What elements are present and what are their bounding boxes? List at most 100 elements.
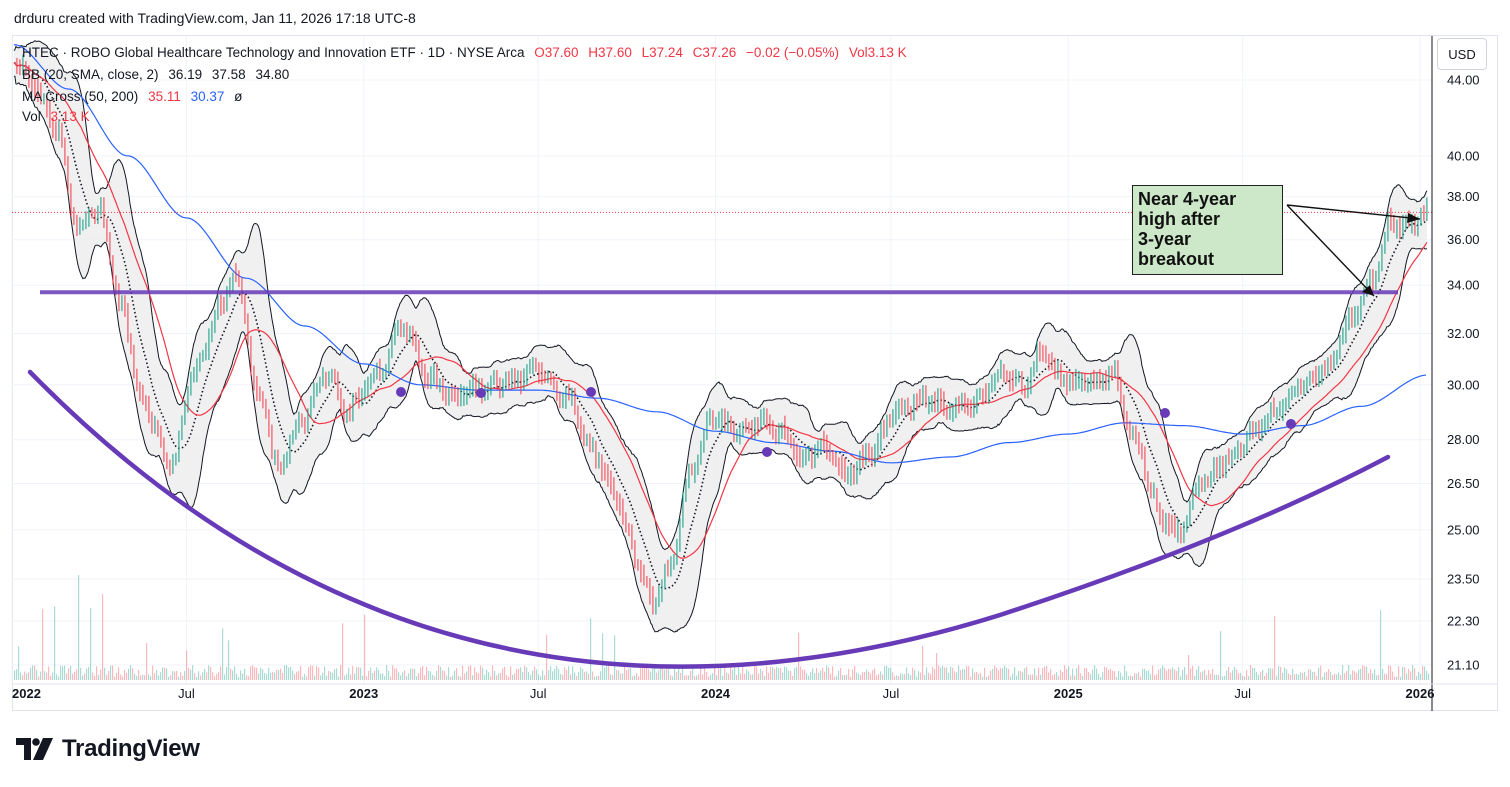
volume-bar [26,673,28,680]
volume-bar [1374,669,1376,680]
volume-bar [196,676,198,680]
bollinger-bands [13,40,1428,633]
volume-bar [966,666,968,680]
volume-bar [864,671,866,680]
volume-bar [950,666,952,680]
volume-bar [212,672,214,680]
volume-bar [1038,667,1040,680]
bollinger-lower-line [13,75,1428,633]
volume-bar [870,673,872,680]
volume-bar [818,673,820,680]
volume-bar [72,673,74,680]
volume-bar [1190,668,1192,680]
volume-bar [1066,669,1068,680]
volume-bar [480,665,482,680]
volume-bar [306,676,308,680]
volume-bar [122,676,124,680]
volume-bar [688,675,690,680]
volume-bar [1226,670,1228,680]
volume-bar [286,665,288,680]
volume-bar [1204,669,1206,680]
volume-bar [1320,665,1322,680]
volume-bar [284,665,286,680]
chart-credit: drduru created with TradingView.com, Jan… [14,10,416,26]
volume-bar [1258,674,1260,680]
volume-bar [490,676,492,680]
annotation-line: breakout [1138,249,1215,269]
volume-bar [66,673,68,680]
volume-bar [674,665,676,680]
volume-bar [1358,669,1360,680]
volume-bar [724,667,726,680]
volume-bar [582,668,584,680]
volume-bar [856,672,858,680]
annotation-arrowhead-high [1407,213,1420,223]
volume-bar [48,666,50,680]
volume-bar [1370,669,1372,680]
volume-bar [634,675,636,680]
volume-bar [1016,675,1018,680]
volume-bar [914,669,916,680]
volume-bar [1092,669,1094,680]
volume-bar [802,669,804,680]
volume-bar [748,671,750,680]
currency-button[interactable]: USD [1437,38,1487,70]
volume-bar [242,673,244,680]
volume-bar [682,669,684,680]
volume-bar [590,618,592,680]
ma-cross-value: ø [234,89,243,104]
bb-legend[interactable]: BB (20, SMA, close, 2) 36.19 37.58 34.80 [22,67,295,82]
volume-bar [720,666,722,680]
symbol-legend[interactable]: HTEC · ROBO Global Healthcare Technology… [22,45,913,60]
ma-cross-legend[interactable]: MA Cross (50, 200) 35.11 30.37 ø [22,89,248,104]
volume-bar [1152,665,1154,680]
volume-bar [404,670,406,680]
volume-bar [794,668,796,680]
volume-bar [268,667,270,680]
volume-bar [250,666,252,680]
volume-bar [638,676,640,680]
x-tick-label: Jul [883,686,900,701]
volume-bar [690,670,692,680]
volume-bar [62,666,64,680]
volume-bar [174,671,176,680]
volume-bar [42,609,44,680]
volume-bar [878,674,880,680]
volume-bar [756,666,758,680]
volume-bar [52,672,54,680]
volume-bar [580,667,582,680]
volume-bar [662,667,664,680]
volume-bar [986,676,988,680]
volume-bar [1166,670,1168,680]
tradingview-logo[interactable]: TradingView [16,735,200,763]
volume-bar [1118,671,1120,680]
volume-bar [372,673,374,680]
volume-legend[interactable]: Vol 3.13 K [22,109,96,124]
volume-bar [156,670,158,680]
volume-bar [820,670,822,680]
volume-bar [438,665,440,680]
volume-bar [454,670,456,680]
volume-bar [772,667,774,680]
volume-bar [1422,665,1424,680]
volume-bar [536,669,538,680]
volume-bar [90,608,92,680]
vol-label: Vol [22,109,41,124]
volume-bar [752,674,754,680]
x-tick-label: 2022 [12,686,41,701]
volume-bar [1134,673,1136,680]
volume-bar [566,669,568,680]
annotation-box[interactable]: Near 4-year high after 3-year breakout [1132,185,1283,275]
volume-bar [858,673,860,680]
volume-bar [64,665,66,680]
volume-bar [1056,671,1058,680]
volume-bar [230,668,232,680]
volume-bar [598,675,600,680]
volume-bar [968,666,970,680]
volume-bar [1332,675,1334,680]
volume-bar [664,669,666,680]
volume-bar [974,672,976,680]
volume-bar [1122,676,1124,680]
bb-basis-value: 36.19 [168,67,203,82]
